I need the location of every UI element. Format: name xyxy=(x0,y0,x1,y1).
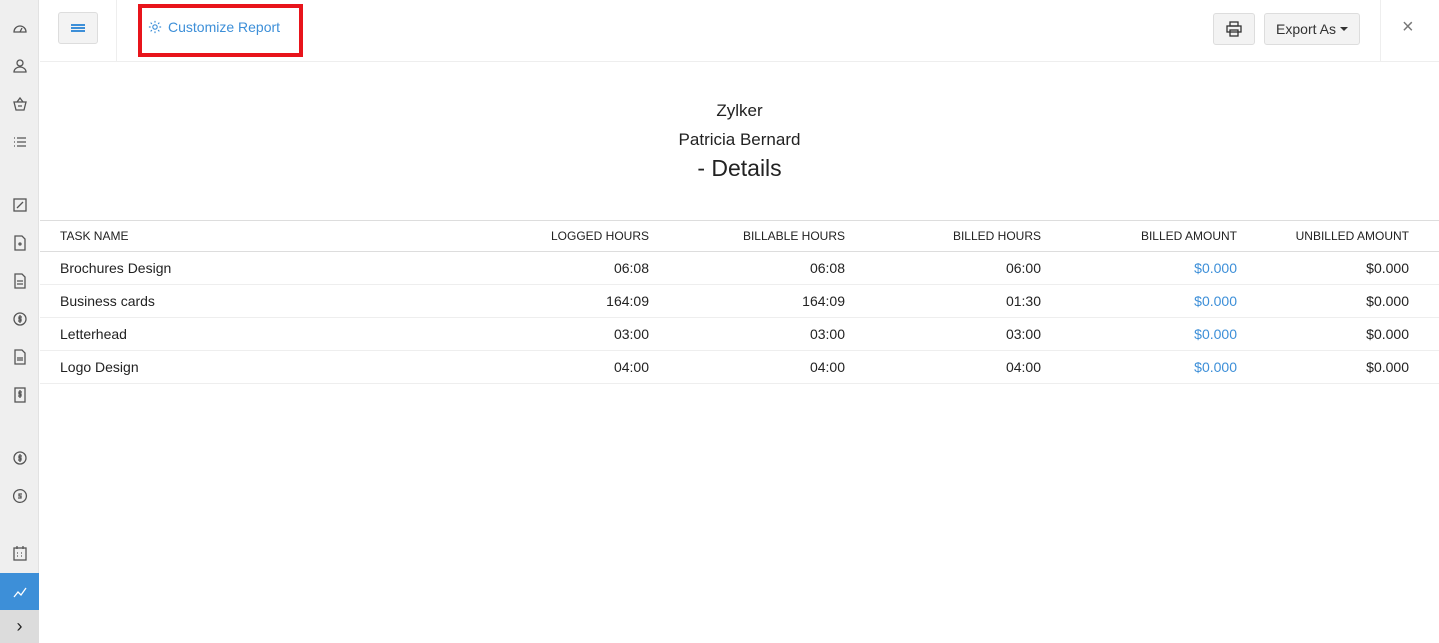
cell-billed-hours: 03:00 xyxy=(845,317,1041,351)
customer-name: Patricia Bernard xyxy=(678,130,801,149)
cell-task-name: Brochures Design xyxy=(40,251,460,285)
recurring-expenses-icon[interactable] xyxy=(0,483,39,509)
cell-billed-amount[interactable]: $0.000 xyxy=(1041,317,1237,351)
table-header-row: TASK NAME LOGGED HOURS BILLABLE HOURS BI… xyxy=(40,220,1439,252)
export-as-dropdown[interactable]: Export As xyxy=(1264,13,1360,45)
cell-billed-amount[interactable]: $0.000 xyxy=(1041,350,1237,384)
sidebar: › xyxy=(0,0,39,643)
expand-sidebar-chevron-icon[interactable]: › xyxy=(0,610,39,643)
contacts-icon[interactable] xyxy=(0,53,39,79)
export-as-label: Export As xyxy=(1276,21,1336,37)
cell-billable-hours: 06:08 xyxy=(649,251,845,285)
col-unbilled-amount[interactable]: UNBILLED AMOUNT xyxy=(1237,220,1439,252)
cell-task-name: Letterhead xyxy=(40,317,460,351)
hamburger-icon xyxy=(71,24,85,32)
report-toolbar: Customize Report Export As × xyxy=(40,0,1439,62)
invoice-icon[interactable] xyxy=(0,268,39,294)
report-title: - Details xyxy=(697,155,782,181)
caret-down-icon xyxy=(1339,27,1348,31)
customize-report-label: Customize Report xyxy=(168,19,281,35)
cell-logged-hours: 164:09 xyxy=(460,284,649,318)
print-button[interactable] xyxy=(1213,13,1255,45)
sales-order-icon[interactable] xyxy=(0,230,39,256)
table-row: Letterhead 03:00 03:00 03:00 $0.000 $0.000 xyxy=(40,317,1439,351)
cell-unbilled-amount: $0.000 xyxy=(1237,251,1439,285)
report-table: TASK NAME LOGGED HOURS BILLABLE HOURS BI… xyxy=(40,220,1439,384)
quotes-icon[interactable] xyxy=(0,192,39,218)
cell-billable-hours: 164:09 xyxy=(649,284,845,318)
cell-billable-hours: 03:00 xyxy=(649,317,845,351)
items-icon[interactable] xyxy=(0,91,39,117)
cell-billable-hours: 04:00 xyxy=(649,350,845,384)
credit-notes-icon[interactable] xyxy=(0,382,39,408)
printer-icon xyxy=(1226,21,1242,37)
col-billed-hours[interactable]: BILLED HOURS xyxy=(845,220,1041,252)
menu-button[interactable] xyxy=(58,12,98,44)
cell-unbilled-amount: $0.000 xyxy=(1237,350,1439,384)
col-billable-hours[interactable]: BILLABLE HOURS xyxy=(649,220,845,252)
highlight-box xyxy=(138,4,303,57)
cell-logged-hours: 06:08 xyxy=(460,251,649,285)
recurring-invoice-icon[interactable] xyxy=(0,344,39,370)
cell-billed-amount[interactable]: $0.000 xyxy=(1041,284,1237,318)
col-task-name[interactable]: TASK NAME xyxy=(40,220,460,252)
gear-icon xyxy=(148,20,162,34)
reports-icon[interactable] xyxy=(0,573,39,610)
cell-logged-hours: 04:00 xyxy=(460,350,649,384)
list-icon[interactable] xyxy=(0,129,39,155)
payments-received-icon[interactable] xyxy=(0,306,39,332)
col-logged-hours[interactable]: LOGGED HOURS xyxy=(460,220,649,252)
cell-billed-hours: 01:30 xyxy=(845,284,1041,318)
organization-name: Zylker xyxy=(716,101,763,120)
customize-report-button[interactable]: Customize Report xyxy=(148,19,280,35)
cell-task-name: Business cards xyxy=(40,284,460,318)
cell-unbilled-amount: $0.000 xyxy=(1237,317,1439,351)
close-icon[interactable]: × xyxy=(1402,16,1414,38)
cell-billed-amount[interactable]: $0.000 xyxy=(1041,251,1237,285)
col-billed-amount[interactable]: BILLED AMOUNT xyxy=(1041,220,1237,252)
table-row: Logo Design 04:00 04:00 04:00 $0.000 $0.000 xyxy=(40,350,1439,384)
cell-billed-hours: 06:00 xyxy=(845,251,1041,285)
table-row: Brochures Design 06:08 06:08 06:00 $0.000 $0.… xyxy=(40,251,1439,285)
cell-billed-hours: 04:00 xyxy=(845,350,1041,384)
cell-unbilled-amount: $0.000 xyxy=(1237,284,1439,318)
timesheet-icon[interactable] xyxy=(0,540,39,566)
dashboard-icon[interactable] xyxy=(0,15,39,41)
expenses-icon[interactable] xyxy=(0,445,39,471)
cell-logged-hours: 03:00 xyxy=(460,317,649,351)
table-row: Business cards 164:09 164:09 01:30 $0.000 $0.… xyxy=(40,284,1439,318)
cell-task-name: Logo Design xyxy=(40,350,460,384)
